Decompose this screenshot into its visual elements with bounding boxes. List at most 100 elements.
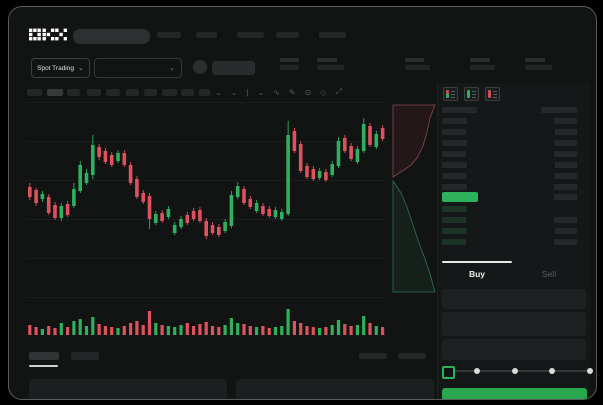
pair-selector[interactable]: ⌄ bbox=[94, 58, 182, 78]
indicators-caret-icon[interactable]: ⌄ bbox=[257, 87, 265, 97]
candlestick-chart[interactable] bbox=[23, 102, 389, 342]
volume-bar bbox=[267, 328, 271, 335]
order-book-row[interactable] bbox=[442, 217, 577, 223]
nav-item-placeholder[interactable] bbox=[196, 32, 217, 38]
market-type-selector[interactable]: Spot Trading ⌄ bbox=[31, 58, 90, 78]
price-placeholder bbox=[442, 239, 466, 245]
volume-bar bbox=[179, 325, 183, 335]
order-book-row[interactable] bbox=[442, 173, 577, 179]
chevron-down-icon: ⌄ bbox=[77, 64, 84, 72]
slider-dot[interactable] bbox=[512, 368, 518, 374]
okx-logo bbox=[29, 28, 67, 41]
order-book-row[interactable] bbox=[442, 206, 577, 212]
slider-dot[interactable] bbox=[549, 368, 555, 374]
volume-bar bbox=[28, 325, 32, 335]
order-book-row[interactable] bbox=[442, 239, 577, 245]
timeframe-button[interactable] bbox=[47, 89, 63, 96]
timeframe-button[interactable] bbox=[162, 89, 177, 96]
price-placeholder bbox=[442, 184, 467, 190]
order-book-view-both-icon[interactable] bbox=[443, 87, 458, 101]
amount-placeholder bbox=[555, 129, 577, 135]
amount-slider-handle[interactable] bbox=[442, 366, 455, 379]
tab-buy[interactable]: Buy bbox=[468, 269, 486, 279]
bottom-tab-active[interactable] bbox=[29, 352, 59, 360]
order-book-row[interactable] bbox=[442, 151, 577, 157]
timeframe-button[interactable] bbox=[87, 89, 101, 96]
volume-bar bbox=[236, 323, 240, 335]
volume-bar bbox=[34, 327, 38, 335]
volume-bar bbox=[141, 325, 145, 335]
volume-bar bbox=[72, 321, 76, 335]
timeframe-button[interactable] bbox=[27, 89, 42, 96]
timeframe-button[interactable] bbox=[181, 89, 194, 96]
fullscreen-icon[interactable]: ⤢ bbox=[335, 87, 342, 96]
candle-body bbox=[40, 194, 45, 199]
amount-placeholder bbox=[554, 118, 577, 124]
gridline bbox=[25, 141, 387, 142]
order-book-row[interactable] bbox=[442, 118, 577, 124]
order-book-row[interactable] bbox=[442, 129, 577, 135]
bottom-tab-inactive[interactable] bbox=[71, 352, 99, 360]
order-book-row[interactable] bbox=[442, 162, 577, 168]
volume-bar bbox=[122, 326, 126, 335]
candle-style-caret-icon[interactable]: ⌄ bbox=[230, 87, 238, 97]
nav-item-placeholder[interactable] bbox=[276, 32, 299, 38]
timeframe-button[interactable] bbox=[106, 89, 120, 96]
draw-icon[interactable]: ✎ bbox=[288, 87, 296, 97]
gridline bbox=[25, 102, 387, 103]
slider-dot[interactable] bbox=[587, 368, 593, 374]
volume-bar bbox=[286, 309, 290, 335]
volume-bar bbox=[318, 328, 322, 335]
candle-body bbox=[109, 155, 114, 165]
depth-bids bbox=[392, 179, 436, 293]
amount-slider-track[interactable] bbox=[448, 370, 589, 372]
candle-body bbox=[198, 210, 202, 221]
stat-label-placeholder bbox=[317, 58, 337, 62]
volume-bar bbox=[362, 316, 366, 335]
settings-icon[interactable]: ◇ bbox=[320, 87, 327, 97]
volume-bar bbox=[217, 327, 221, 335]
order-book-view-bids-icon[interactable] bbox=[464, 87, 479, 101]
order-book-row[interactable] bbox=[442, 184, 577, 190]
candle-body bbox=[91, 145, 95, 175]
price-input[interactable] bbox=[442, 289, 586, 309]
candle-body bbox=[210, 225, 215, 233]
volume-bar bbox=[255, 327, 259, 335]
timeframe-button[interactable] bbox=[67, 89, 80, 96]
candle-body bbox=[204, 221, 208, 236]
volume-bar bbox=[78, 319, 82, 335]
nav-item-placeholder[interactable] bbox=[237, 32, 264, 38]
timeframe-button[interactable] bbox=[144, 89, 157, 96]
volume-bar bbox=[280, 326, 284, 335]
last-price-bar[interactable] bbox=[442, 192, 478, 202]
amount-placeholder bbox=[554, 217, 577, 223]
slider-dot[interactable] bbox=[474, 368, 480, 374]
order-book-row[interactable] bbox=[442, 140, 577, 146]
price-placeholder bbox=[442, 129, 466, 135]
tab-sell[interactable]: Sell bbox=[541, 269, 557, 279]
buy-button[interactable] bbox=[442, 388, 587, 399]
volume-bar bbox=[349, 326, 353, 335]
search-input[interactable] bbox=[73, 29, 150, 44]
volume-bar bbox=[229, 318, 233, 335]
candle-body bbox=[135, 179, 139, 197]
nav-item-placeholder[interactable] bbox=[319, 32, 346, 38]
timeframe-button[interactable] bbox=[199, 89, 210, 96]
order-book-row[interactable] bbox=[442, 228, 577, 234]
camera-icon[interactable]: ⊙ bbox=[304, 87, 312, 97]
order-book-view-asks-icon[interactable] bbox=[485, 87, 500, 101]
line-tools-icon[interactable]: ∿ bbox=[273, 87, 280, 97]
interval-caret-icon[interactable]: ⌄ bbox=[215, 87, 222, 97]
candle-body bbox=[84, 173, 89, 183]
candle-body bbox=[154, 214, 158, 223]
amount-input[interactable] bbox=[442, 312, 586, 336]
candle-body bbox=[46, 197, 51, 213]
candle-body bbox=[116, 153, 120, 161]
last-price-amount bbox=[442, 194, 577, 200]
nav-item-placeholder[interactable] bbox=[157, 32, 181, 38]
total-input[interactable] bbox=[442, 339, 586, 360]
timeframe-button[interactable] bbox=[126, 89, 139, 96]
stat-label-placeholder bbox=[525, 58, 545, 62]
price-placeholder bbox=[442, 217, 466, 223]
candle-body bbox=[336, 141, 341, 166]
